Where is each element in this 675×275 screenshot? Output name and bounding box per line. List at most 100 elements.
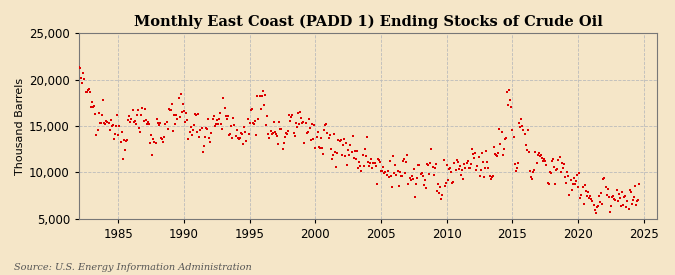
Title: Monthly East Coast (PADD 1) Ending Stocks of Crude Oil: Monthly East Coast (PADD 1) Ending Stock… — [134, 15, 602, 29]
Point — [458, 177, 468, 181]
Point — [332, 151, 343, 155]
Point — [264, 135, 275, 140]
Point — [624, 188, 635, 192]
Point — [199, 135, 210, 139]
Point — [387, 153, 398, 158]
Point — [591, 211, 601, 216]
Point — [533, 152, 543, 157]
Point — [248, 121, 259, 125]
Point — [425, 161, 436, 165]
Point — [273, 142, 284, 146]
Point — [236, 131, 246, 135]
Point — [579, 183, 590, 187]
Point — [497, 153, 508, 158]
Point — [404, 176, 415, 180]
Point — [563, 174, 574, 179]
Point — [325, 146, 336, 151]
Point — [126, 116, 137, 121]
Point — [76, 76, 86, 80]
Point — [269, 120, 279, 125]
Point — [484, 174, 495, 178]
Point — [595, 200, 605, 204]
Point — [411, 182, 422, 186]
Point — [223, 133, 234, 137]
Point — [414, 163, 425, 167]
Point — [622, 199, 633, 204]
Point — [257, 89, 268, 93]
Point — [498, 147, 509, 152]
Point — [572, 172, 583, 177]
Point — [408, 167, 419, 171]
Point — [446, 170, 456, 174]
Point — [396, 174, 406, 178]
Point — [522, 128, 533, 132]
Point — [506, 105, 517, 109]
Point — [438, 158, 449, 163]
Point — [324, 133, 335, 138]
Point — [566, 188, 577, 192]
Point — [379, 170, 389, 175]
Point — [255, 107, 266, 111]
Point — [287, 113, 298, 118]
Point — [182, 118, 193, 122]
Point — [331, 165, 342, 170]
Point — [95, 121, 105, 126]
Point — [259, 103, 269, 107]
Point — [315, 146, 325, 151]
Point — [128, 120, 139, 124]
Point — [313, 130, 323, 134]
Point — [176, 109, 187, 114]
Point — [211, 118, 222, 122]
Point — [398, 159, 408, 163]
Point — [394, 170, 405, 175]
Point — [142, 122, 153, 126]
Point — [202, 127, 213, 131]
Point — [445, 166, 456, 170]
Point — [582, 194, 593, 199]
Point — [431, 189, 442, 193]
Point — [107, 123, 117, 128]
Point — [539, 157, 549, 161]
Point — [468, 152, 479, 156]
Point — [541, 163, 552, 167]
Point — [358, 164, 369, 168]
Point — [220, 114, 231, 119]
Point — [82, 88, 93, 92]
Point — [570, 181, 580, 186]
Point — [251, 133, 262, 137]
Point — [463, 166, 474, 170]
Point — [180, 120, 190, 124]
Point — [531, 161, 542, 165]
Point — [195, 128, 206, 133]
Point — [112, 112, 123, 117]
Point — [271, 132, 281, 136]
Point — [135, 129, 146, 134]
Point — [179, 109, 190, 113]
Point — [338, 143, 348, 147]
Point — [495, 142, 506, 146]
Point — [132, 112, 142, 117]
Point — [603, 195, 614, 199]
Point — [427, 164, 438, 169]
Point — [253, 117, 264, 121]
Point — [570, 179, 581, 184]
Point — [383, 175, 394, 180]
Point — [621, 205, 632, 210]
Point — [284, 113, 294, 117]
Point — [524, 169, 535, 173]
Point — [628, 197, 639, 202]
Point — [122, 138, 132, 142]
Point — [473, 154, 484, 159]
Point — [297, 121, 308, 125]
Point — [607, 195, 618, 199]
Point — [634, 182, 645, 186]
Point — [406, 174, 417, 178]
Point — [162, 127, 173, 131]
Point — [381, 173, 392, 177]
Point — [225, 124, 236, 129]
Point — [171, 112, 182, 117]
Point — [176, 92, 186, 97]
Point — [456, 173, 466, 177]
Point — [620, 194, 630, 198]
Point — [493, 151, 504, 155]
